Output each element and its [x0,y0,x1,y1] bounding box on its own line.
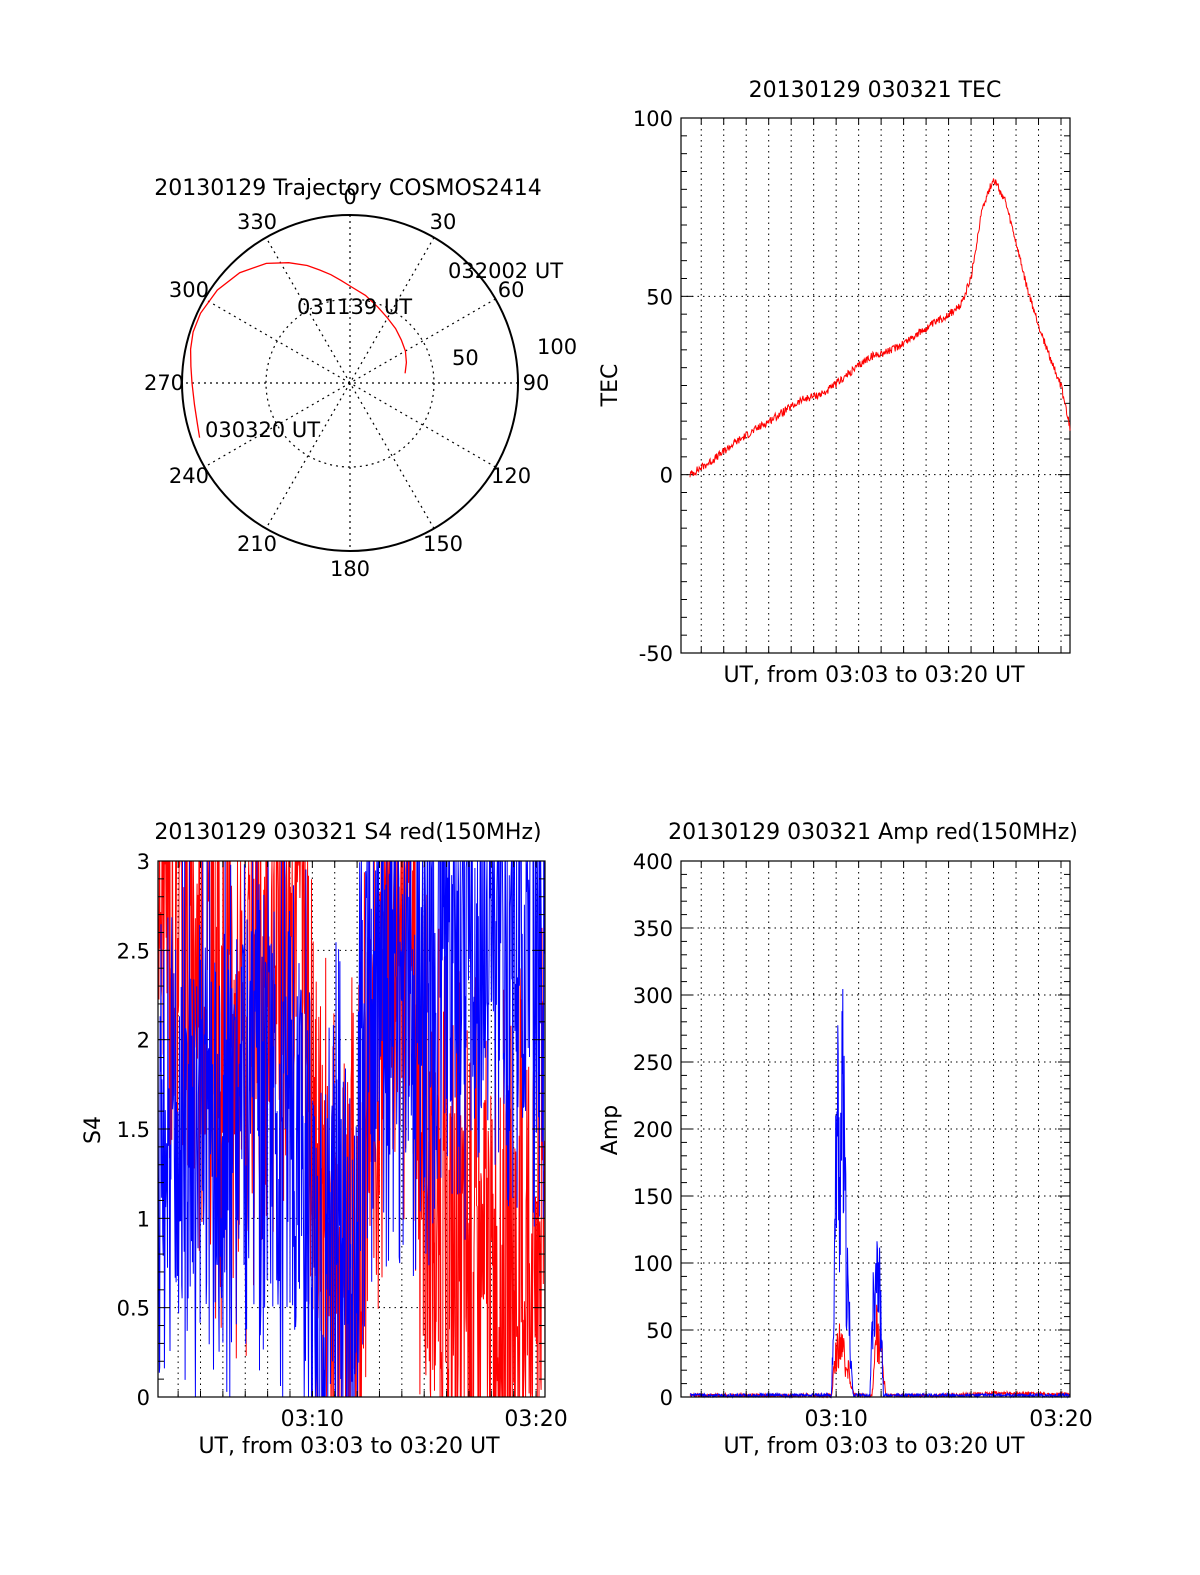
s4-ytick-label: 2.5 [117,939,150,963]
amp-title: 20130129 030321 Amp red(150MHz) [668,820,1078,845]
s4-panel: 20130129 030321 S4 red(150MHz) 0 0.5 1 1.5 2… [81,820,568,1459]
s4-xlabel: UT, from 03:03 to 03:20 UT [198,1434,500,1459]
tec-ylabel: TEC [598,364,623,408]
azimuth-label-330: 330 [237,210,277,234]
amp-series-blue [689,988,1071,1399]
azimuth-label-210: 210 [237,532,277,556]
amp-ytick-label: 0 [660,1386,673,1410]
polar-panel: 20130129 Trajectory COSMOS2414 0 30 60 90 12… [144,176,577,581]
annotation-start-time: 030320 UT [205,418,320,442]
amp-panel: 20130129 030321 Amp red(150MHz) 0 50 100 15… [598,820,1093,1459]
s4-xtick-label: 03:10 [281,1407,344,1432]
amp-xtick-label: 03:10 [804,1407,867,1432]
tec-plot-frame [680,117,1071,654]
s4-title: 20130129 030321 S4 red(150MHz) [154,820,541,845]
azimuth-label-150: 150 [423,532,463,556]
tec-ytick-label: -50 [639,642,673,666]
tec-ytick-label: 100 [633,107,673,131]
polar-title: 20130129 Trajectory COSMOS2414 [154,176,541,201]
tec-series [689,178,1071,478]
tec-ytick-label: 50 [646,285,673,309]
amp-ticks: 0 50 100 150 200 250 300 350 400 03:10 03:20 [633,850,1093,1432]
s4-ytick-label: 1 [137,1207,150,1231]
amp-ytick-label: 150 [633,1185,673,1209]
trajectory-line [189,262,408,438]
annotation-end-time: 032002 UT [448,259,563,283]
azimuth-label-120: 120 [491,464,531,488]
amp-ytick-label: 350 [633,917,673,941]
polar-spoke-150 [265,237,435,529]
amp-xlabel: UT, from 03:03 to 03:20 UT [723,1434,1025,1459]
amp-series [689,988,1071,1399]
s4-xtick-label: 03:20 [504,1407,567,1432]
amp-xtick-label: 03:20 [1029,1407,1092,1432]
azimuth-label-180: 180 [330,557,370,581]
azimuth-label-30: 30 [430,210,457,234]
tec-ytick-label: 0 [660,464,673,488]
tec-series-red [689,178,1071,478]
amp-ytick-label: 300 [633,984,673,1008]
s4-ytick-label: 3 [137,850,150,874]
polar-spokes [182,215,518,551]
annotation-mid-time: 031139 UT [297,295,412,319]
amp-ylabel: Amp [598,1105,623,1155]
azimuth-label-60: 60 [498,278,525,302]
azimuth-label-240: 240 [169,464,209,488]
s4-ytick-label: 0 [137,1386,150,1410]
polar-radius-label-50: 50 [452,346,479,370]
polar-azimuth-labels: 0 30 60 90 120 150 180 210 240 270 300 330 [144,185,549,581]
tec-grid [681,118,1070,653]
azimuth-label-90: 90 [523,371,550,395]
amp-ytick-label: 100 [633,1252,673,1276]
azimuth-label-0: 0 [343,185,356,209]
polar-radius-label-100: 100 [537,335,577,359]
amp-ytick-label: 250 [633,1051,673,1075]
s4-ticks: 0 0.5 1 1.5 2 2.5 3 03:10 03:20 [117,850,568,1432]
tec-title: 20130129 030321 TEC [749,78,1002,103]
tec-xlabel: UT, from 03:03 to 03:20 UT [723,663,1025,688]
azimuth-label-270: 270 [144,371,184,395]
s4-ytick-label: 0.5 [117,1297,150,1321]
s4-ytick-label: 1.5 [117,1118,150,1142]
s4-ylabel: S4 [81,1116,106,1144]
amp-ytick-label: 50 [646,1319,673,1343]
amp-ytick-label: 200 [633,1118,673,1142]
tec-panel: 20130129 030321 TEC -50 0 50 100 TEC UT, fr… [598,78,1071,688]
tec-ticks: -50 0 50 100 [633,107,1070,666]
s4-ytick-label: 2 [137,1029,150,1053]
azimuth-label-300: 300 [169,278,209,302]
amp-ytick-label: 400 [633,850,673,874]
